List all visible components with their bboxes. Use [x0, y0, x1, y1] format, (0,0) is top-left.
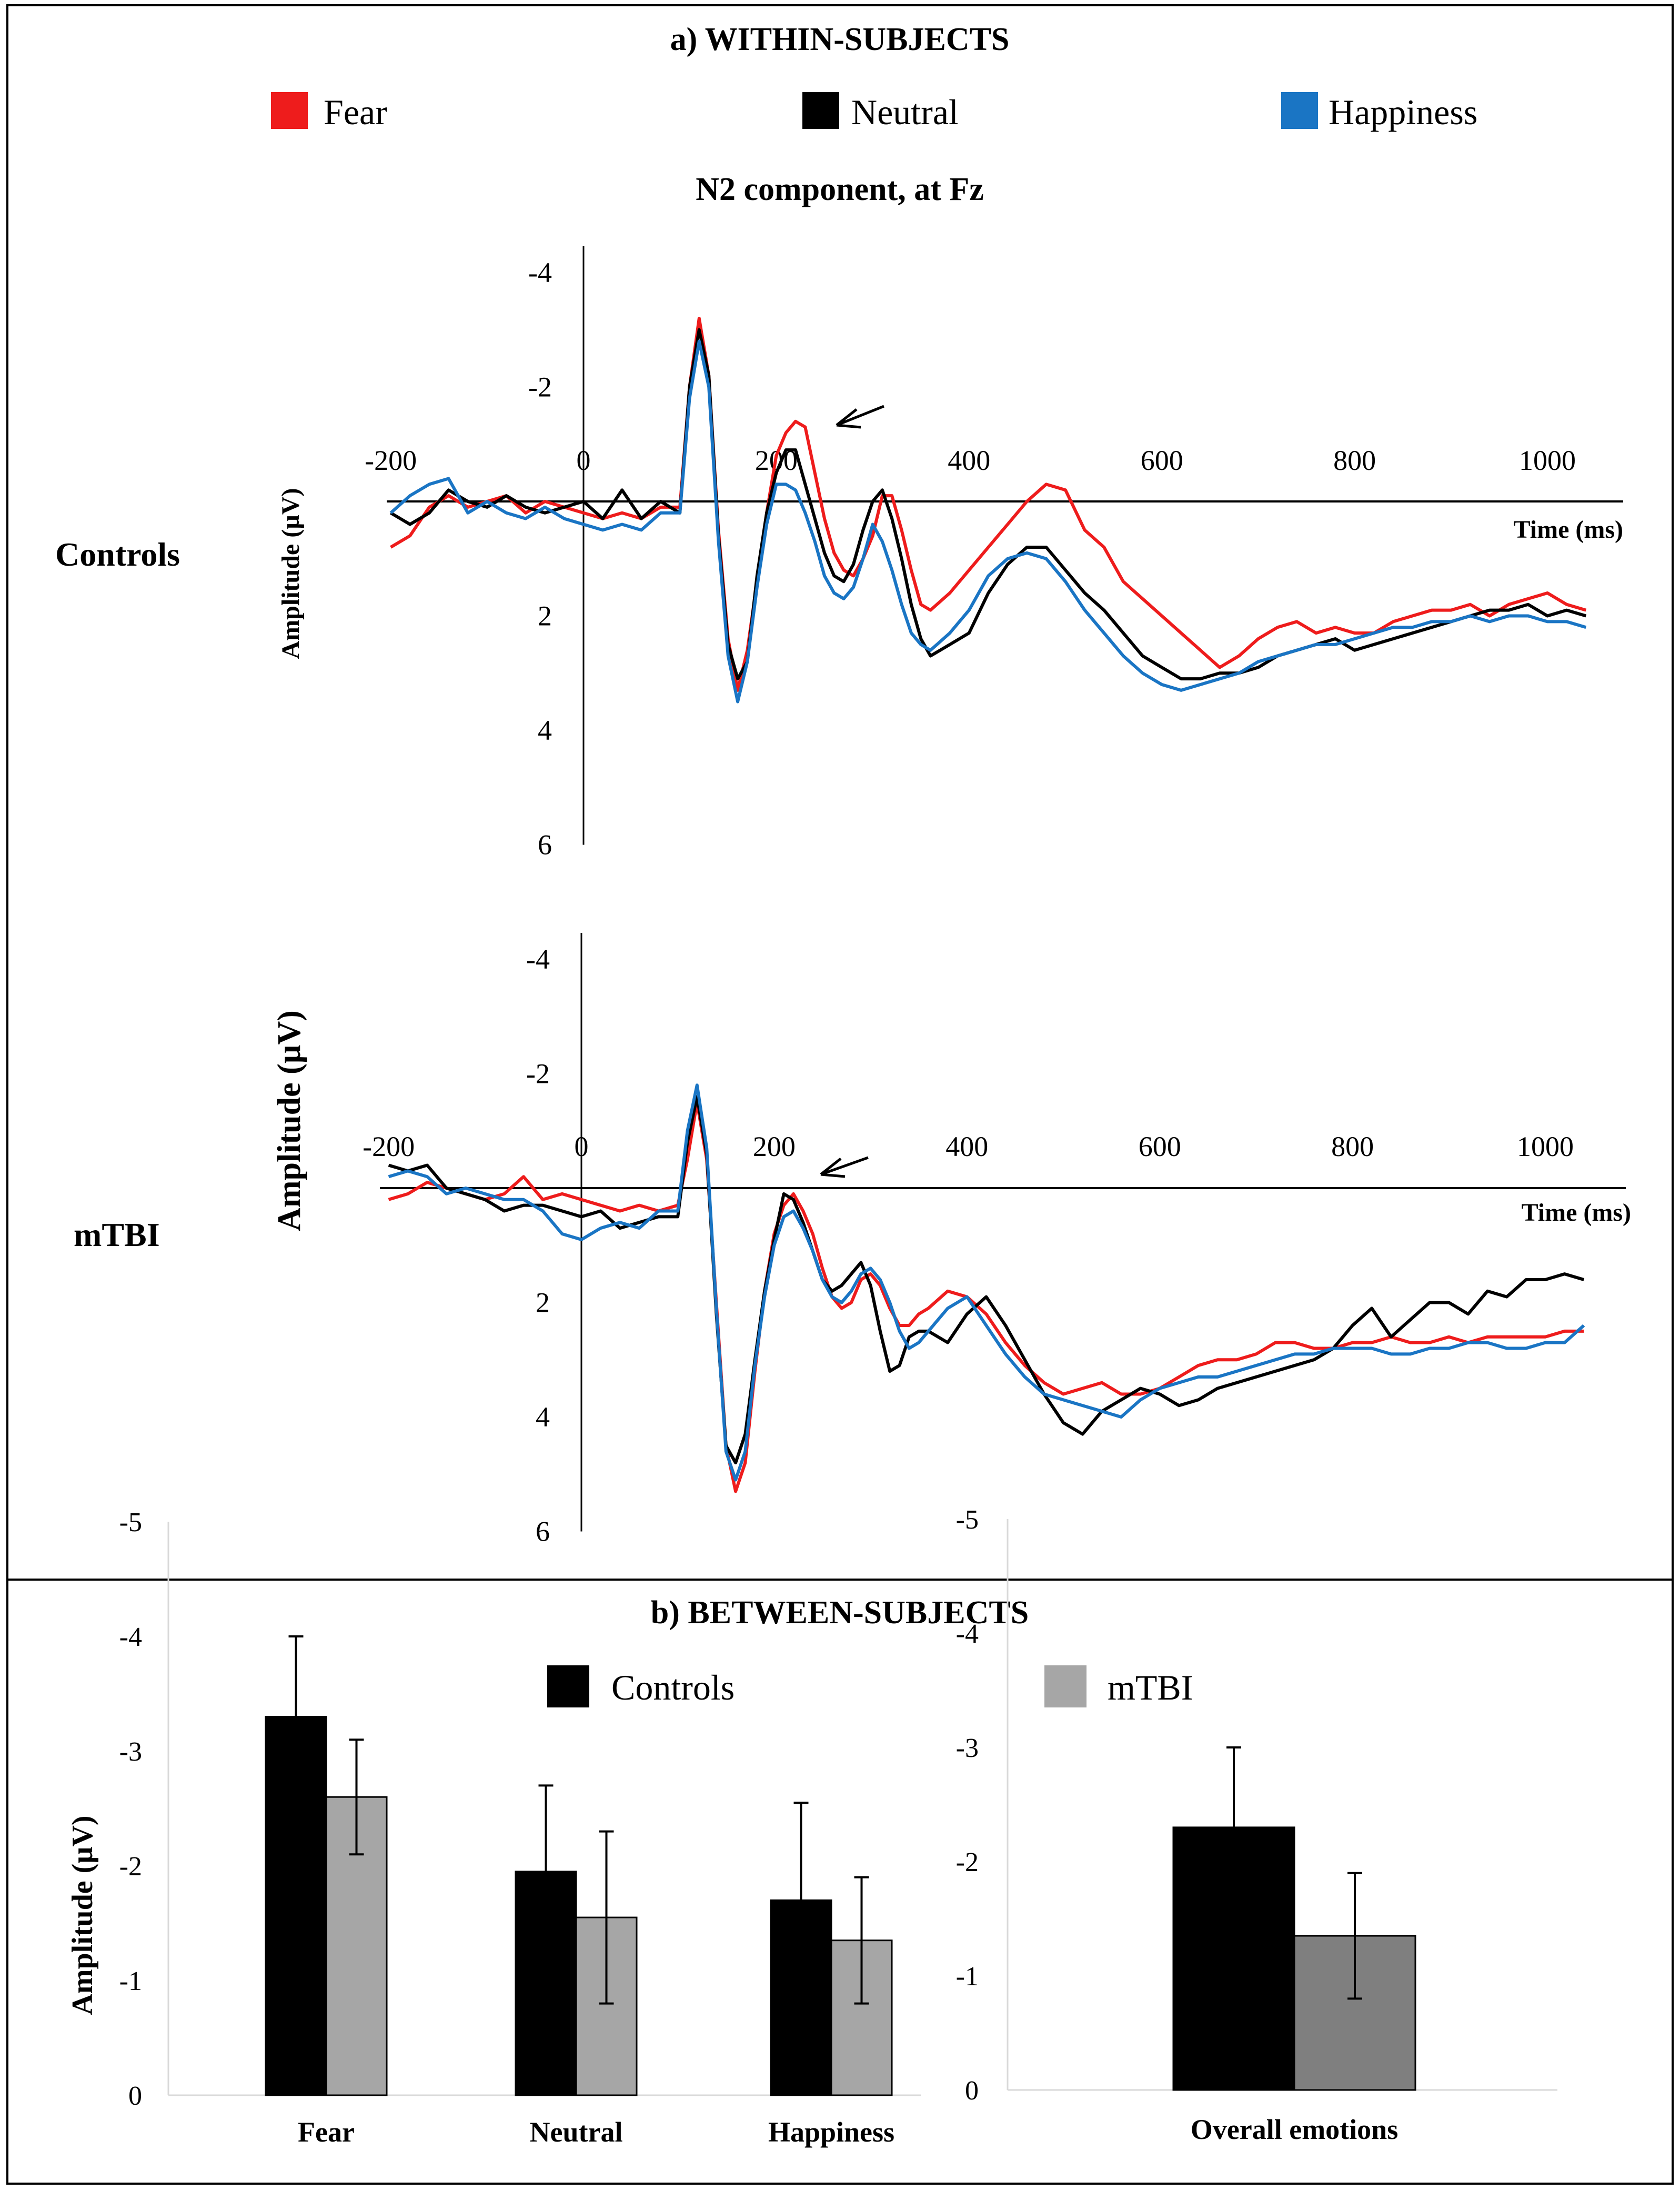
x-tick-label: 1000: [1519, 445, 1576, 476]
x-tick-label: 600: [1139, 1131, 1181, 1162]
legend-swatch-mtbi: [1044, 1665, 1087, 1707]
x-tick-label: 800: [1331, 1131, 1374, 1162]
legend-label-neutral: Neutral: [851, 92, 959, 132]
bar-y-tick-label: -2: [119, 1852, 142, 1882]
y-tick-label: -2: [526, 1058, 550, 1090]
legend-label-mtbi: mTBI: [1108, 1667, 1193, 1707]
y-tick-label: 6: [536, 1516, 550, 1547]
bar-marks-emotion: Fear Neutral Happiness: [265, 1635, 894, 2148]
bar-y-tick-label: -3: [119, 1737, 142, 1767]
legend-swatch-neutral: [802, 92, 839, 129]
bar-y-tick-label: -5: [119, 1507, 142, 1537]
erp-lines-controls: [389, 317, 1587, 703]
y-axis-title-mtbi: Amplitude (µV): [271, 1010, 307, 1231]
x-tick-label: 400: [945, 1131, 988, 1162]
erp-axes-mtbi: [380, 933, 1626, 1532]
panel-a-title: a) WITHIN-SUBJECTS: [670, 22, 1010, 57]
legend-label-fear: Fear: [324, 92, 387, 132]
legend-swatch-controls: [547, 1665, 589, 1707]
bar-ticks-overall: 0 -1 -2 -3 -4 -5: [956, 1505, 979, 2106]
bar-y-axis-title: Amplitude (µV): [66, 1815, 99, 2015]
group-label-controls: Controls: [55, 536, 180, 573]
panel-b-title: b) BETWEEN-SUBJECTS: [651, 1595, 1029, 1631]
x-tick-label: -200: [365, 445, 417, 476]
panel-a-subtitle: N2 component, at Fz: [696, 172, 984, 207]
bar-y-tick-label: 0: [965, 2076, 979, 2106]
x-tick-label: 1000: [1517, 1131, 1574, 1162]
series-line-happiness: [389, 339, 1587, 703]
bar-y-tick-label: 0: [128, 2081, 142, 2111]
x-tick-label: 400: [948, 445, 990, 476]
n2-arrow-mtbi: [820, 1156, 869, 1178]
bar-chart-overall: 0 -1 -2 -3 -4 -5 Overall emotions: [956, 1505, 1557, 2145]
y-axis-title-controls: Amplitude (µV): [277, 488, 305, 659]
bar-category-label: Fear: [298, 2116, 355, 2148]
x-axis-title-mtbi: Time (ms): [1522, 1199, 1631, 1227]
y-tick-label: 6: [538, 829, 552, 861]
bar-category-label: Happiness: [768, 2116, 894, 2148]
bar-chart-by-emotion: Amplitude (µV) 0 -1 -2 -3 -4 -5 Fear Neutral Ha…: [66, 1507, 921, 2148]
bar-y-tick-label: -4: [956, 1619, 979, 1649]
bar-y-tick-label: -4: [119, 1622, 142, 1652]
legend-swatch-happiness: [1281, 92, 1318, 129]
bar-y-tick-label: -1: [956, 1962, 979, 1992]
y-tick-label: 4: [538, 715, 552, 746]
figure-frame: [6, 4, 1674, 2185]
group-label-mtbi: mTBI: [74, 1216, 160, 1253]
legend-label-happiness: Happiness: [1329, 92, 1477, 132]
erp-lines-mtbi: [388, 1083, 1585, 1493]
x-tick-label: -200: [363, 1131, 415, 1162]
y-tick-label: 4: [536, 1401, 550, 1433]
series-line-happiness: [388, 1083, 1585, 1482]
y-tick-label: -2: [528, 371, 552, 403]
bar-y-tick-label: -2: [956, 1847, 979, 1877]
bar-ticks-emotion: 0 -1 -2 -3 -4 -5: [119, 1507, 142, 2111]
legend-label-controls: Controls: [611, 1667, 735, 1707]
bar-y-tick-label: -3: [956, 1733, 979, 1763]
erp-axes-controls: [387, 246, 1623, 845]
erp-chart-mtbi: mTBI Amplitude (µV) Time (ms) -200 0 200 40…: [74, 933, 1631, 1547]
series-line-fear: [390, 317, 1587, 692]
panel-b-legend: Controls mTBI: [547, 1665, 1193, 1707]
bar-marks-overall: Overall emotions: [1172, 1746, 1416, 2145]
y-tick-label: -4: [526, 943, 550, 975]
y-tick-label: -4: [528, 257, 552, 288]
bar-category-label: Overall emotions: [1191, 2114, 1398, 2145]
y-tick-label: 2: [536, 1287, 550, 1319]
x-axis-title-controls: Time (ms): [1514, 516, 1623, 544]
n2-arrow-controls: [836, 405, 884, 429]
bar-category-label: Neutral: [530, 2116, 623, 2148]
bar-y-tick-label: -5: [956, 1505, 979, 1535]
series-line-neutral: [390, 328, 1587, 681]
x-tick-label: 600: [1141, 445, 1183, 476]
x-tick-label: 200: [753, 1131, 796, 1162]
bar-y-tick-label: -1: [119, 1966, 142, 1996]
y-tick-label: 2: [538, 600, 552, 632]
legend-swatch-fear: [271, 92, 308, 129]
panel-a-legend: Fear Neutral Happiness: [271, 92, 1477, 132]
erp-chart-controls: Controls Amplitude (µV) Time (ms) -200 0 2…: [55, 246, 1623, 861]
x-tick-label: 800: [1333, 445, 1376, 476]
